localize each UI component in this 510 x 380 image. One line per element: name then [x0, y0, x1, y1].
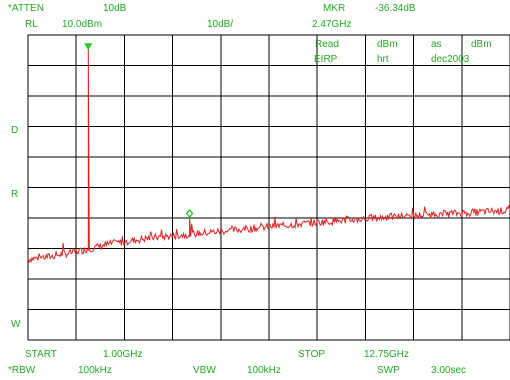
dec-label: dec2003 [431, 54, 470, 65]
as-label: as [431, 39, 442, 50]
trace-line [27, 47, 510, 264]
dbm-label-2: dBm [471, 39, 492, 50]
markers [84, 43, 194, 218]
marker-diamond [185, 208, 194, 218]
marker-triangle [84, 43, 93, 51]
side-label-w: W [11, 319, 21, 330]
rbw-label: *RBW [8, 365, 36, 376]
mkr-label: MKR [323, 3, 346, 14]
swp-value: 3.00sec [431, 365, 467, 376]
read-label: Read [315, 39, 339, 50]
atten-label: *ATTEN [8, 3, 44, 14]
scale-label: 10dB/ [207, 19, 234, 30]
side-label-r: R [11, 189, 19, 200]
stop-value: 12.75GHz [364, 349, 410, 360]
eirp-label: EIRP [314, 54, 338, 65]
vbw-label: VBW [193, 365, 216, 376]
rbw-value: 100kHz [78, 365, 112, 376]
start-value: 1.00GHz [103, 349, 143, 360]
graticule [27, 34, 510, 341]
spectrum-trace [27, 47, 510, 264]
mkr-frequency: 2.47GHz [312, 19, 352, 30]
mkr-value: -36.34dB [375, 3, 416, 14]
side-label-d: D [11, 125, 19, 136]
start-label: START [25, 349, 57, 360]
hrt-label: hrt [377, 54, 389, 65]
rl-value: 10.0dBm [62, 19, 103, 30]
swp-label: SWP [377, 365, 400, 376]
dbm-label-1: dBm [377, 39, 398, 50]
stop-label: STOP [298, 349, 326, 360]
vbw-value: 100kHz [247, 365, 281, 376]
rl-label: RL [25, 19, 38, 30]
atten-value: 10dB [103, 3, 127, 14]
